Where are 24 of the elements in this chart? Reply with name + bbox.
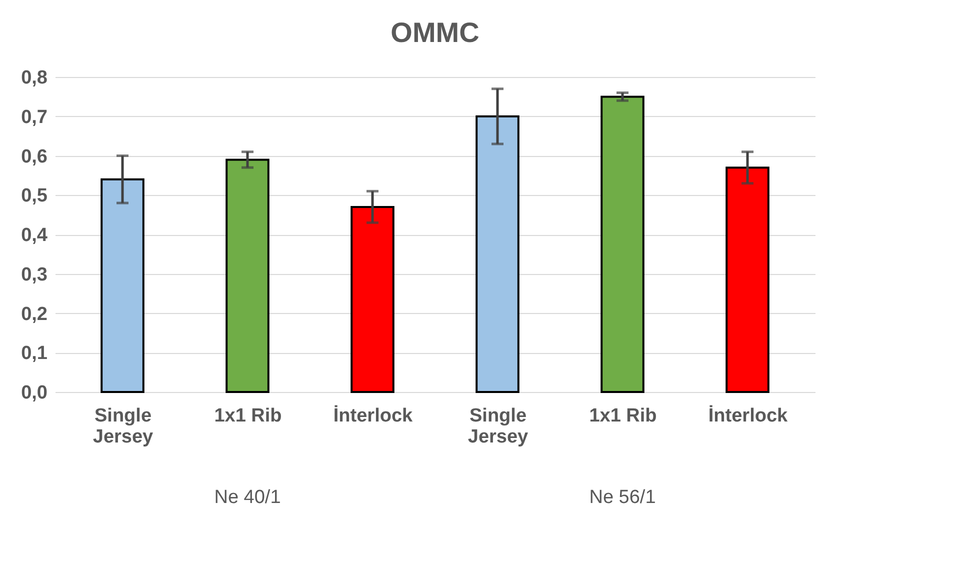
y-tick-label: 0,7 <box>21 106 48 128</box>
y-tick-label: 0,3 <box>21 264 48 286</box>
bar <box>726 166 770 393</box>
y-tick-label: 0,1 <box>21 343 48 364</box>
x-tick-label: 1x1 Rib <box>214 406 282 426</box>
y-tick-label: 0,8 <box>21 68 48 88</box>
bar <box>226 158 270 393</box>
text: Ne 40/1 <box>214 487 281 508</box>
chart-title: OMMC <box>390 17 480 48</box>
x-tick-label: Single Jersey <box>92 406 154 448</box>
x-tick-label: Single Jersey <box>468 406 529 448</box>
x-tick-label: İnterlock <box>708 404 788 426</box>
bar <box>350 206 394 393</box>
text: Ne 56/1 <box>589 487 656 508</box>
y-tick-label: 0,2 <box>21 304 48 325</box>
bar <box>600 96 644 393</box>
bar <box>100 178 144 393</box>
x-tick-label: İnterlock <box>333 404 414 426</box>
y-tick-label: 0,5 <box>21 186 48 207</box>
bar <box>476 115 520 393</box>
y-tick-label: 0,6 <box>21 146 48 168</box>
y-tick-label: 0,4 <box>21 225 48 246</box>
x-tick-label: 1x1 Rib <box>589 406 657 426</box>
y-tick-label: 0,0 <box>21 382 48 404</box>
